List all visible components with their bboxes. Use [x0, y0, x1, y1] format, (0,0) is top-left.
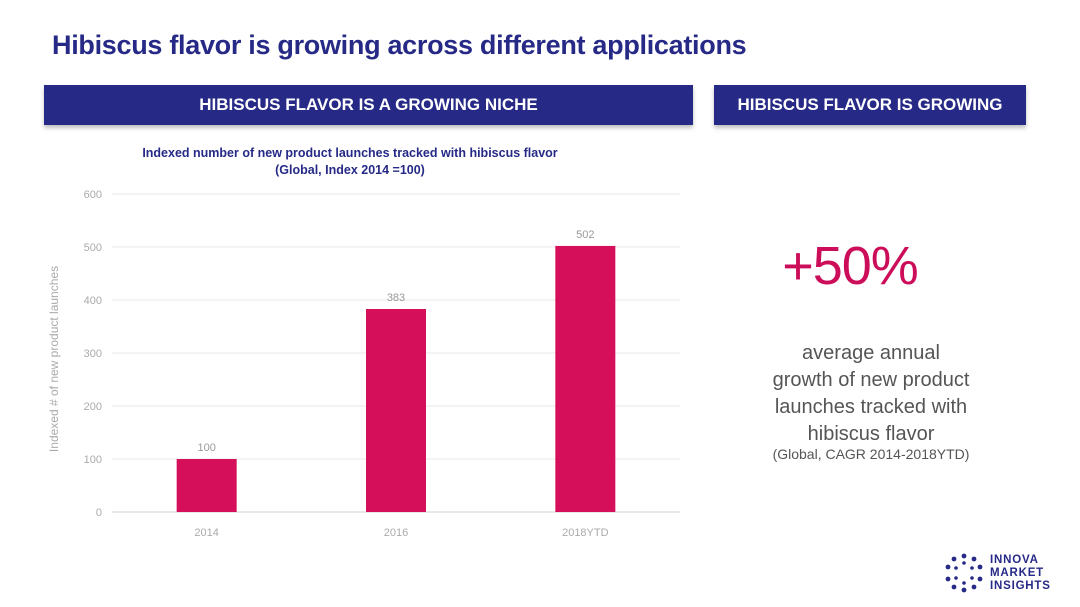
chart-title-line-2: (Global, Index 2014 =100): [275, 163, 425, 177]
data-label: 502: [576, 229, 594, 241]
innova-logo-icon: [945, 553, 983, 593]
y-tick-label: 500: [84, 242, 102, 254]
innova-logo: INNOVA MARKET INSIGHTS: [944, 553, 1051, 593]
y-tick-label: 300: [84, 348, 102, 360]
logo-line-1: INNOVA: [990, 553, 1039, 566]
x-tick-label: 2016: [384, 527, 408, 539]
x-tick-label: 2018YTD: [562, 527, 609, 539]
growth-stat-line-2: growth of new product: [772, 369, 970, 391]
growth-stat-value: +50%: [782, 236, 919, 296]
x-tick-label: 2014: [194, 527, 218, 539]
chart-title-line-1: Indexed number of new product launches t…: [142, 146, 558, 160]
bar-2014: [176, 459, 237, 512]
innova-logo-text: INNOVA MARKET INSIGHTS: [990, 554, 1051, 593]
data-label: 383: [387, 292, 405, 304]
logo-line-2: MARKET: [990, 566, 1044, 579]
growth-stat-description: average annual growth of new product lau…: [740, 340, 1002, 448]
growth-stat-line-3: launches tracked with: [774, 396, 968, 418]
growing-banner: HIBISCUS FLAVOR IS GROWING: [714, 85, 1026, 125]
logo-line-3: INSIGHTS: [990, 579, 1051, 592]
bar-2018YTD: [555, 245, 616, 512]
y-axis-title: Indexed # of new product launches: [47, 266, 61, 452]
data-label: 100: [197, 442, 215, 454]
y-tick-label: 100: [84, 454, 102, 466]
y-tick-label: 200: [84, 401, 102, 413]
growth-stat-line-1: average annual: [802, 342, 940, 364]
y-tick-label: 600: [84, 189, 102, 201]
bar-chart: 0 100 200 300 400 500 600 Indexed # of new prod…: [47, 189, 680, 539]
slide-title: Hibiscus flavor is growing across differ…: [52, 30, 747, 60]
bar-2016: [366, 309, 426, 512]
growth-stat-line-4: hibiscus flavor: [807, 423, 935, 445]
y-tick-label: 400: [84, 295, 102, 307]
growth-stat-note: (Global, CAGR 2014-2018YTD): [772, 446, 970, 462]
chart-title: Indexed number of new product launches t…: [60, 145, 640, 179]
y-tick-label: 0: [96, 507, 102, 519]
niche-banner: HIBISCUS FLAVOR IS A GROWING NICHE: [44, 85, 693, 125]
